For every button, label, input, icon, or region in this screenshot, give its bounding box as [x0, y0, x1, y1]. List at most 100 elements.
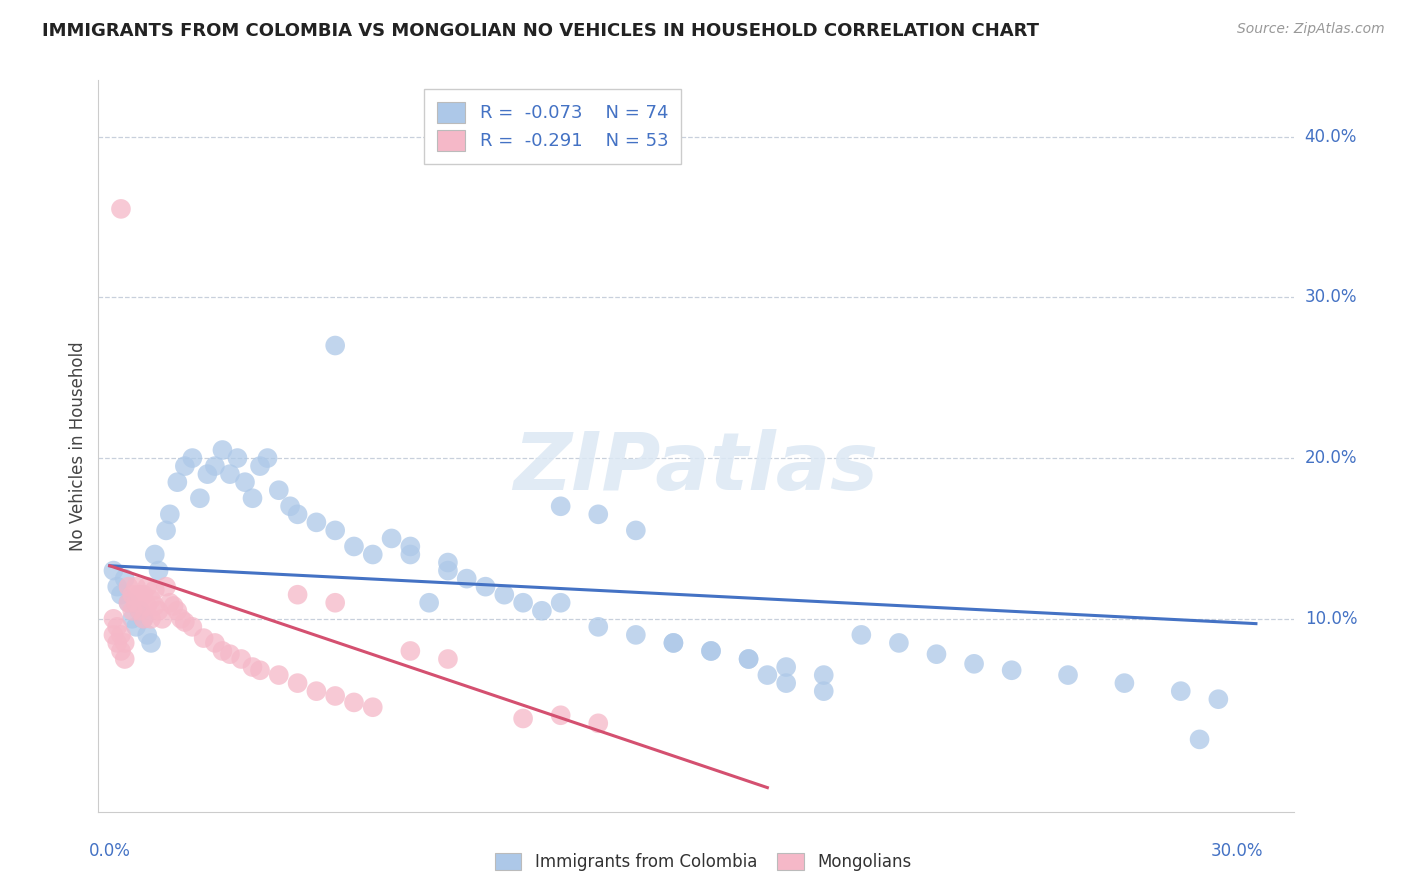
Point — [132, 588, 155, 602]
Point — [737, 652, 759, 666]
Point — [323, 689, 346, 703]
Text: 40.0%: 40.0% — [1305, 128, 1357, 145]
Point — [775, 660, 797, 674]
Point — [143, 582, 166, 597]
Point — [125, 620, 148, 634]
Point — [278, 500, 301, 514]
Point — [437, 564, 460, 578]
Point — [1001, 663, 1024, 677]
Point — [474, 580, 496, 594]
Point — [1114, 676, 1136, 690]
Point — [233, 475, 256, 490]
Point — [170, 612, 193, 626]
Point — [110, 628, 132, 642]
Point — [231, 652, 253, 666]
Legend: R =  -0.073    N = 74, R =  -0.291    N = 53: R = -0.073 N = 74, R = -0.291 N = 53 — [425, 89, 681, 163]
Point — [150, 612, 173, 626]
Point — [813, 684, 835, 698]
Point — [173, 615, 195, 629]
Point — [343, 540, 366, 554]
Point — [361, 548, 384, 562]
Point — [399, 644, 422, 658]
Point — [305, 516, 328, 530]
Point — [136, 628, 159, 642]
Text: 30.0%: 30.0% — [1305, 288, 1357, 306]
Point — [155, 580, 177, 594]
Point — [1208, 692, 1230, 706]
Point — [813, 668, 835, 682]
Point — [756, 668, 779, 682]
Point — [662, 636, 685, 650]
Point — [136, 580, 159, 594]
Point — [550, 708, 572, 723]
Point — [287, 588, 309, 602]
Point — [136, 599, 159, 613]
Point — [121, 612, 143, 626]
Point — [103, 628, 125, 642]
Point — [305, 684, 328, 698]
Point — [155, 524, 177, 538]
Point — [550, 500, 572, 514]
Point — [512, 596, 534, 610]
Point — [181, 451, 204, 466]
Point — [159, 508, 181, 522]
Point — [887, 636, 910, 650]
Point — [204, 459, 226, 474]
Point — [121, 588, 143, 602]
Point — [143, 548, 166, 562]
Point — [550, 596, 572, 610]
Point — [267, 483, 290, 498]
Point — [456, 572, 478, 586]
Point — [193, 631, 215, 645]
Point — [128, 604, 150, 618]
Point — [323, 596, 346, 610]
Point — [530, 604, 553, 618]
Point — [925, 647, 948, 661]
Point — [775, 676, 797, 690]
Text: 20.0%: 20.0% — [1305, 449, 1357, 467]
Point — [114, 636, 136, 650]
Point — [110, 202, 132, 216]
Point — [128, 588, 150, 602]
Point — [211, 644, 233, 658]
Point — [249, 459, 271, 474]
Point — [512, 711, 534, 725]
Point — [437, 652, 460, 666]
Point — [105, 620, 128, 634]
Point — [1188, 732, 1211, 747]
Point — [166, 475, 188, 490]
Point — [114, 572, 136, 586]
Point — [323, 338, 346, 352]
Point — [737, 652, 759, 666]
Point — [242, 491, 264, 506]
Point — [242, 660, 264, 674]
Point — [166, 604, 188, 618]
Point — [143, 599, 166, 613]
Point — [963, 657, 986, 671]
Point — [399, 540, 422, 554]
Point — [624, 524, 647, 538]
Point — [181, 620, 204, 634]
Point — [125, 596, 148, 610]
Point — [494, 588, 516, 602]
Point — [105, 636, 128, 650]
Point — [117, 580, 139, 594]
Text: 30.0%: 30.0% — [1211, 842, 1264, 860]
Point — [323, 524, 346, 538]
Point — [588, 620, 610, 634]
Point — [380, 532, 402, 546]
Point — [226, 451, 249, 466]
Point — [624, 628, 647, 642]
Point — [588, 508, 610, 522]
Text: 10.0%: 10.0% — [1305, 610, 1357, 628]
Point — [105, 580, 128, 594]
Point — [128, 604, 150, 618]
Point — [159, 596, 181, 610]
Point — [117, 596, 139, 610]
Point — [1170, 684, 1192, 698]
Text: Source: ZipAtlas.com: Source: ZipAtlas.com — [1237, 22, 1385, 37]
Point — [148, 564, 170, 578]
Legend: Immigrants from Colombia, Mongolians: Immigrants from Colombia, Mongolians — [486, 845, 920, 880]
Point — [188, 491, 211, 506]
Point — [197, 467, 219, 482]
